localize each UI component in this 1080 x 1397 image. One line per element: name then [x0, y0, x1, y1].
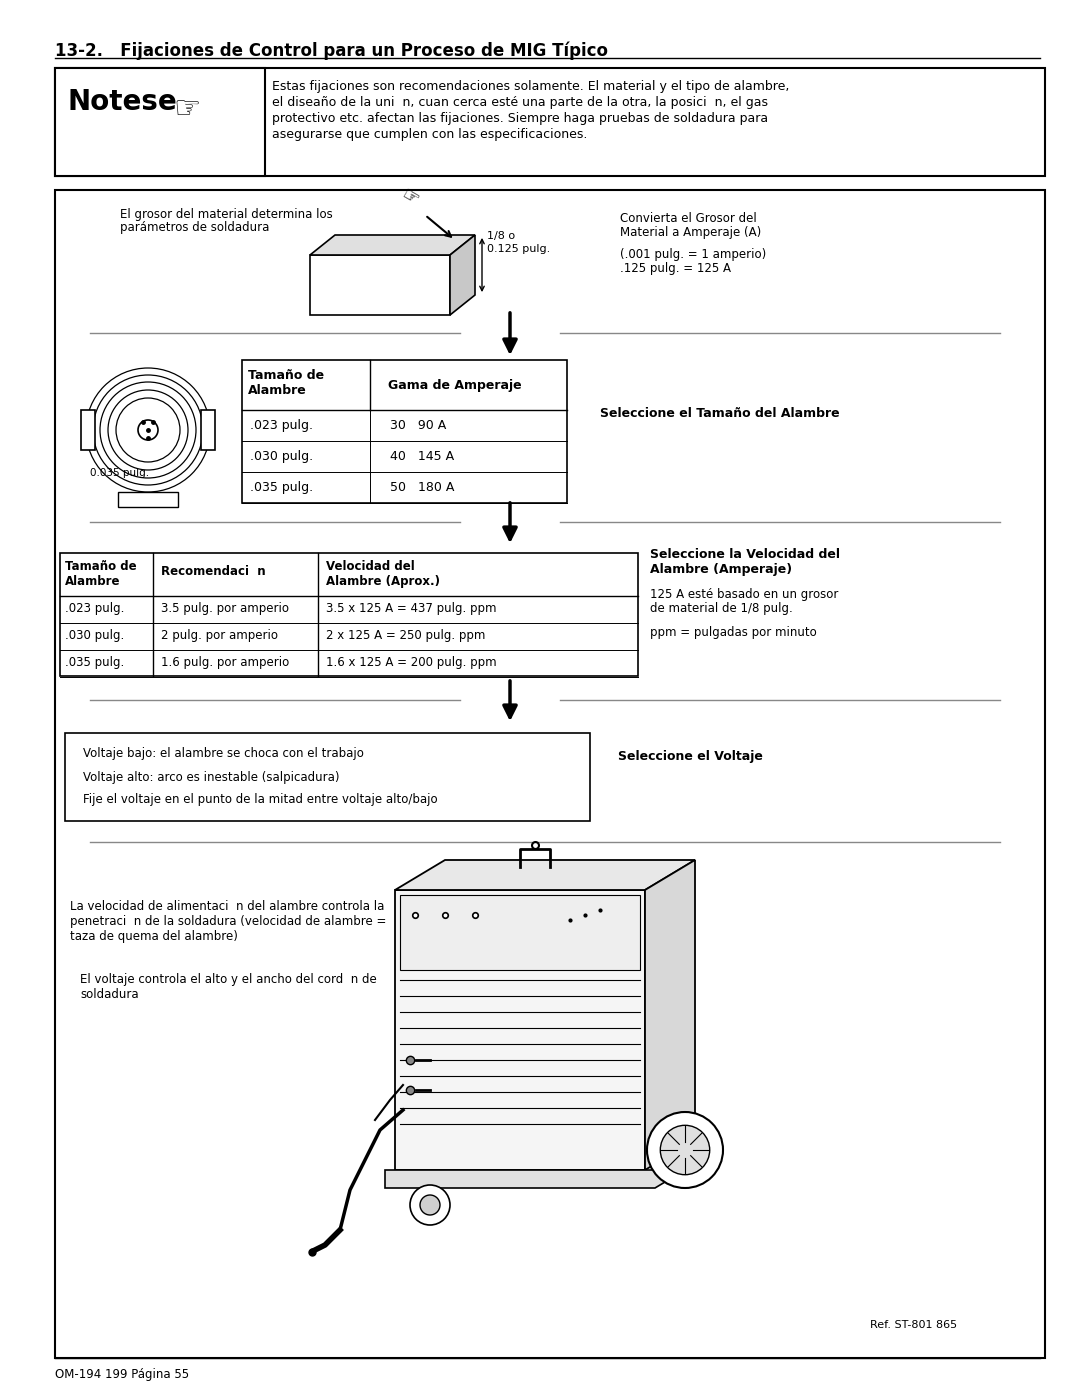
Circle shape — [410, 1185, 450, 1225]
Text: Ref. ST-801 865: Ref. ST-801 865 — [870, 1320, 957, 1330]
Text: de material de 1/8 pulg.: de material de 1/8 pulg. — [650, 602, 793, 615]
Polygon shape — [450, 235, 475, 314]
Text: ☞: ☞ — [173, 95, 201, 124]
Bar — [60, 553, 638, 676]
Polygon shape — [395, 861, 696, 890]
Text: Convierta el Grosor del: Convierta el Grosor del — [620, 212, 757, 225]
Text: .125 pulg. = 125 A: .125 pulg. = 125 A — [620, 263, 731, 275]
Polygon shape — [395, 890, 645, 1171]
Text: .035 pulg.: .035 pulg. — [249, 481, 313, 495]
Text: 0.125 pulg.: 0.125 pulg. — [487, 244, 550, 254]
Bar — [81, 409, 95, 450]
Text: Fije el voltaje en el punto de la mitad entre voltaje alto/bajo: Fije el voltaje en el punto de la mitad … — [83, 793, 437, 806]
Text: .035 pulg.: .035 pulg. — [65, 657, 124, 669]
Text: 0.035 pulg.: 0.035 pulg. — [90, 468, 149, 478]
Circle shape — [138, 420, 158, 440]
Bar — [201, 409, 215, 450]
Text: 30   90 A: 30 90 A — [390, 419, 446, 432]
Text: penetraci  n de la soldadura (velocidad de alambre =: penetraci n de la soldadura (velocidad d… — [70, 915, 387, 928]
Text: Seleccione la Velocidad del: Seleccione la Velocidad del — [650, 548, 840, 562]
Text: Tamaño de
Alambre: Tamaño de Alambre — [65, 560, 137, 588]
Text: Seleccione el Voltaje: Seleccione el Voltaje — [618, 750, 762, 763]
Circle shape — [647, 1112, 723, 1187]
Text: Voltaje alto: arco es inestable (salpicadura): Voltaje alto: arco es inestable (salpica… — [83, 771, 339, 784]
Text: Tamaño de
Alambre: Tamaño de Alambre — [248, 369, 324, 397]
Text: OM-194 199 Página 55: OM-194 199 Página 55 — [55, 1368, 189, 1382]
Text: parámetros de soldadura: parámetros de soldadura — [120, 221, 269, 235]
Text: ppm = pulgadas por minuto: ppm = pulgadas por minuto — [650, 626, 816, 638]
Text: Seleccione el Tamaño del Alambre: Seleccione el Tamaño del Alambre — [600, 407, 839, 420]
Text: Notese: Notese — [68, 88, 178, 116]
Bar — [55, 190, 1045, 1358]
Text: 40   145 A: 40 145 A — [390, 450, 454, 462]
Text: 13-2.   Fijaciones de Control para un Proceso de MIG Típico: 13-2. Fijaciones de Control para un Proc… — [55, 42, 608, 60]
Bar — [400, 895, 640, 970]
Text: .023 pulg.: .023 pulg. — [249, 419, 313, 432]
Text: 1/8 o: 1/8 o — [487, 231, 515, 242]
Text: .030 pulg.: .030 pulg. — [249, 450, 313, 462]
Bar — [118, 492, 178, 507]
Text: 1.6 pulg. por amperio: 1.6 pulg. por amperio — [161, 657, 289, 669]
Text: 3.5 pulg. por amperio: 3.5 pulg. por amperio — [161, 602, 289, 615]
Text: (.001 pulg. = 1 amperio): (.001 pulg. = 1 amperio) — [620, 249, 766, 261]
Text: El voltaje controla el alto y el ancho del cord  n de: El voltaje controla el alto y el ancho d… — [80, 972, 377, 986]
Text: 50   180 A: 50 180 A — [390, 481, 455, 495]
Text: Estas fijaciones son recomendaciones solamente. El material y el tipo de alambre: Estas fijaciones son recomendaciones sol… — [272, 80, 789, 94]
Text: asegurarse que cumplen con las especificaciones.: asegurarse que cumplen con las especific… — [272, 129, 588, 141]
Text: .030 pulg.: .030 pulg. — [65, 629, 124, 643]
Text: .023 pulg.: .023 pulg. — [65, 602, 124, 615]
Text: La velocidad de alimentaci  n del alambre controla la: La velocidad de alimentaci n del alambre… — [70, 900, 384, 914]
Text: Recomendaci  n: Recomendaci n — [161, 564, 266, 578]
Text: taza de quema del alambre): taza de quema del alambre) — [70, 930, 238, 943]
Text: El grosor del material determina los: El grosor del material determina los — [120, 208, 333, 221]
Bar — [55, 68, 1045, 176]
Bar — [65, 733, 590, 821]
Polygon shape — [384, 1140, 705, 1187]
Text: Velocidad del
Alambre (Aprox.): Velocidad del Alambre (Aprox.) — [326, 560, 440, 588]
Text: el diseaño de la uni  n, cuan cerca esté una parte de la otra, la posici  n, el : el diseaño de la uni n, cuan cerca esté … — [272, 96, 768, 109]
Bar — [242, 360, 567, 503]
Text: protectivo etc. afectan las fijaciones. Siempre haga pruebas de soldadura para: protectivo etc. afectan las fijaciones. … — [272, 112, 768, 124]
Text: Alambre (Amperaje): Alambre (Amperaje) — [650, 563, 792, 576]
Circle shape — [420, 1194, 440, 1215]
Text: 125 A esté basado en un grosor: 125 A esté basado en un grosor — [650, 588, 838, 601]
Circle shape — [660, 1126, 710, 1175]
Polygon shape — [645, 861, 696, 1171]
Text: Voltaje bajo: el alambre se choca con el trabajo: Voltaje bajo: el alambre se choca con el… — [83, 747, 364, 760]
Polygon shape — [310, 235, 475, 256]
Text: 1.6 x 125 A = 200 pulg. ppm: 1.6 x 125 A = 200 pulg. ppm — [326, 657, 497, 669]
Text: 3.5 x 125 A = 437 pulg. ppm: 3.5 x 125 A = 437 pulg. ppm — [326, 602, 497, 615]
Text: 2 x 125 A = 250 pulg. ppm: 2 x 125 A = 250 pulg. ppm — [326, 629, 485, 643]
Text: 2 pulg. por amperio: 2 pulg. por amperio — [161, 629, 278, 643]
Polygon shape — [310, 256, 450, 314]
Text: soldadura: soldadura — [80, 988, 138, 1002]
Text: Material a Amperaje (A): Material a Amperaje (A) — [620, 226, 761, 239]
Bar — [55, 68, 265, 176]
Text: Gama de Amperaje: Gama de Amperaje — [388, 379, 522, 393]
Text: ☞: ☞ — [397, 184, 422, 210]
